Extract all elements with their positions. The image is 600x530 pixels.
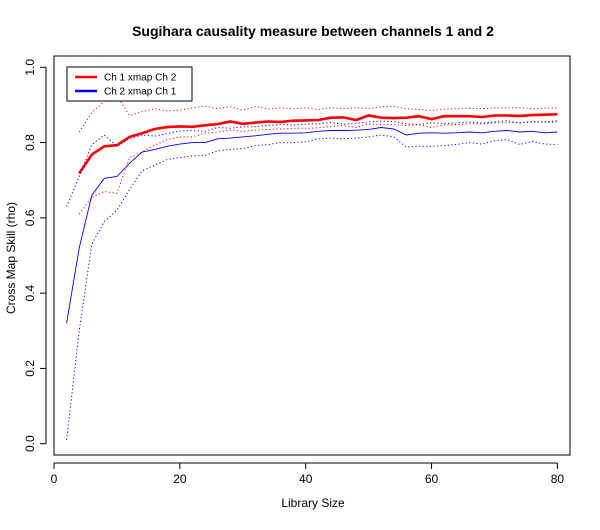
series-1-mean-line [66, 127, 558, 324]
y-axis-label: Cross Map Skill (rho) [4, 202, 18, 314]
x-tick-label: 40 [299, 472, 313, 486]
series-1-upper-line [66, 120, 558, 207]
plot-frame [53, 55, 571, 456]
legend-label-1: Ch 2 xmap Ch 1 [104, 87, 177, 98]
chart-title: Sugihara causality measure between chann… [132, 23, 494, 39]
legend: Ch 1 xmap Ch 2 Ch 2 xmap Ch 1 [66, 66, 193, 102]
x-axis-label: Library Size [281, 496, 345, 510]
series-0-mean-line [78, 113, 558, 175]
y-tick-label: 0.4 [23, 284, 37, 301]
y-tick-label: 0.0 [23, 435, 37, 452]
legend-box [66, 66, 193, 102]
x-tick-label: 0 [51, 472, 58, 486]
series-0-lower-line [78, 121, 558, 215]
series-1-lower-line [66, 134, 558, 440]
legend-label-0: Ch 1 xmap Ch 2 [104, 73, 177, 84]
plot-layer: 0 20 40 60 80 0.0 0.2 0.4 0.6 0.8 1.0 [23, 55, 571, 486]
y-tick-label: 0.6 [23, 209, 37, 226]
x-tick-label: 20 [173, 472, 187, 486]
y-tick-label: 0.2 [23, 360, 37, 377]
x-tick-label: 80 [551, 472, 565, 486]
x-tick-label: 60 [425, 472, 439, 486]
y-tick-label: 0.8 [23, 134, 37, 151]
y-tick-label: 1.0 [23, 59, 37, 76]
